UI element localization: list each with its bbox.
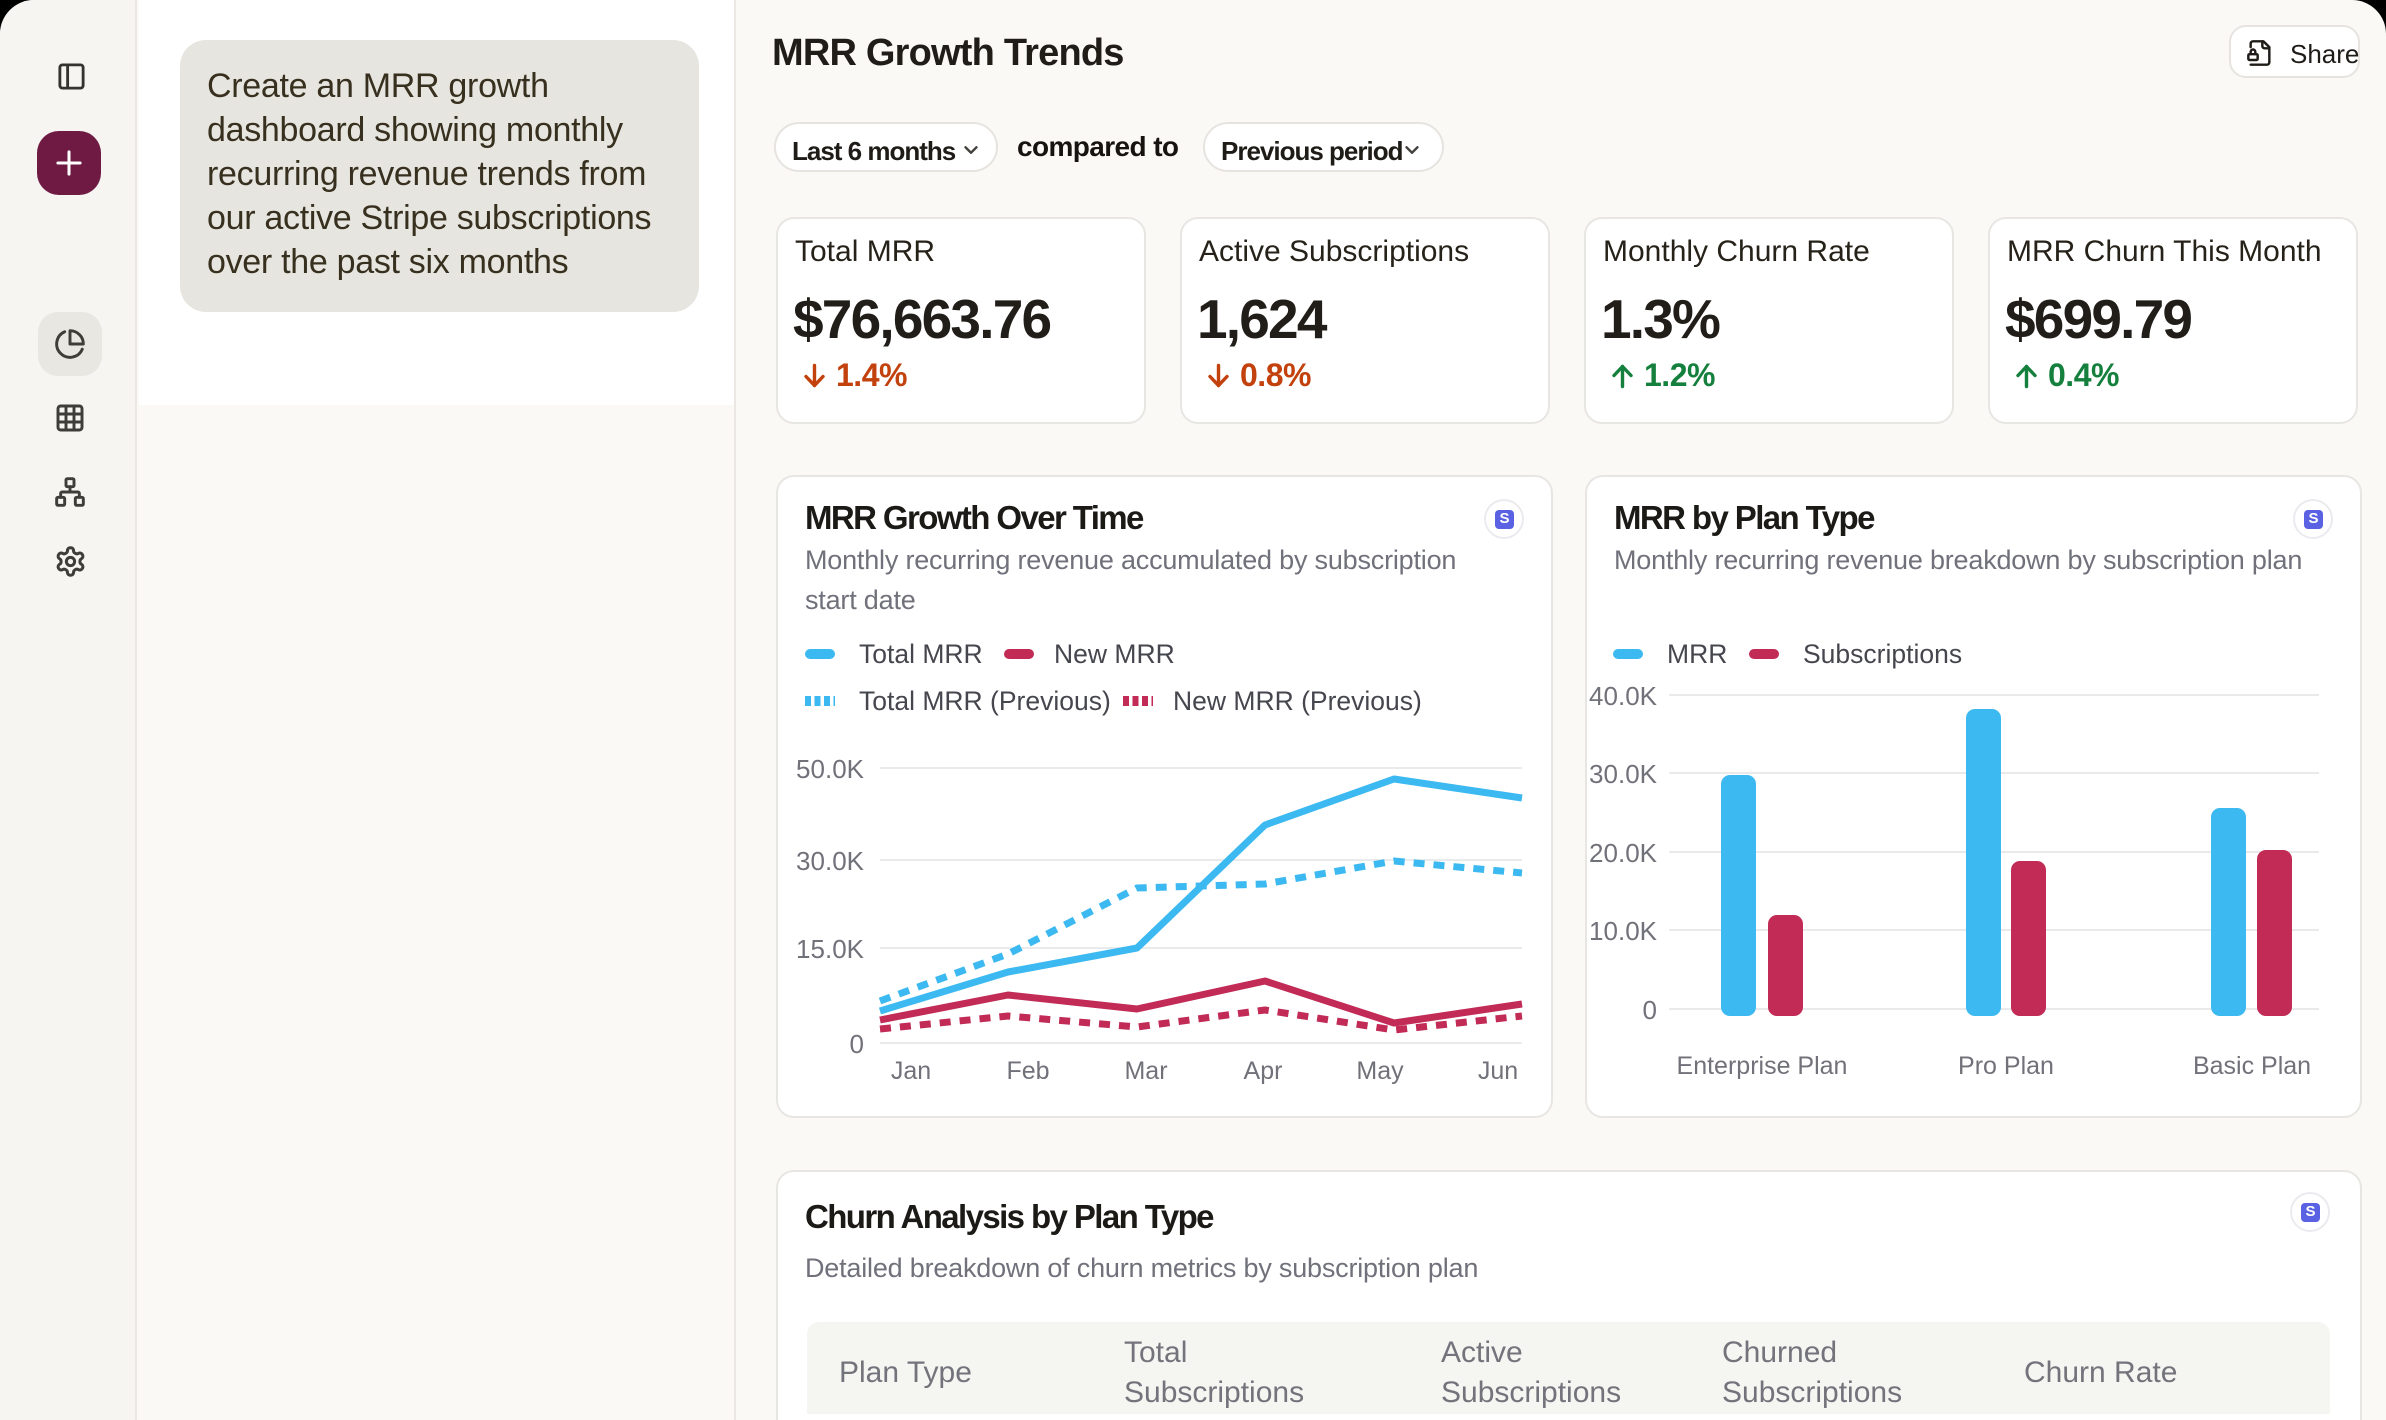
svg-text:Pro Plan: Pro Plan xyxy=(1958,1052,2054,1080)
svg-text:Feb: Feb xyxy=(1006,1057,1049,1085)
svg-text:May: May xyxy=(1356,1057,1404,1085)
svg-text:0: 0 xyxy=(850,1029,864,1059)
svg-text:Mar: Mar xyxy=(1124,1057,1167,1085)
svg-text:10.0K: 10.0K xyxy=(1589,916,1658,946)
svg-text:50.0K: 50.0K xyxy=(796,754,865,784)
svg-text:20.0K: 20.0K xyxy=(1589,838,1658,868)
svg-text:Enterprise Plan: Enterprise Plan xyxy=(1677,1052,1848,1080)
svg-text:Jan: Jan xyxy=(891,1057,931,1085)
svg-text:0: 0 xyxy=(1643,995,1657,1025)
svg-text:30.0K: 30.0K xyxy=(1589,759,1658,789)
svg-text:Apr: Apr xyxy=(1244,1057,1283,1085)
svg-text:30.0K: 30.0K xyxy=(796,846,865,876)
svg-text:40.0K: 40.0K xyxy=(1589,681,1658,711)
svg-text:Jun: Jun xyxy=(1478,1057,1518,1085)
svg-text:Basic Plan: Basic Plan xyxy=(2193,1052,2311,1080)
svg-text:15.0K: 15.0K xyxy=(796,934,865,964)
